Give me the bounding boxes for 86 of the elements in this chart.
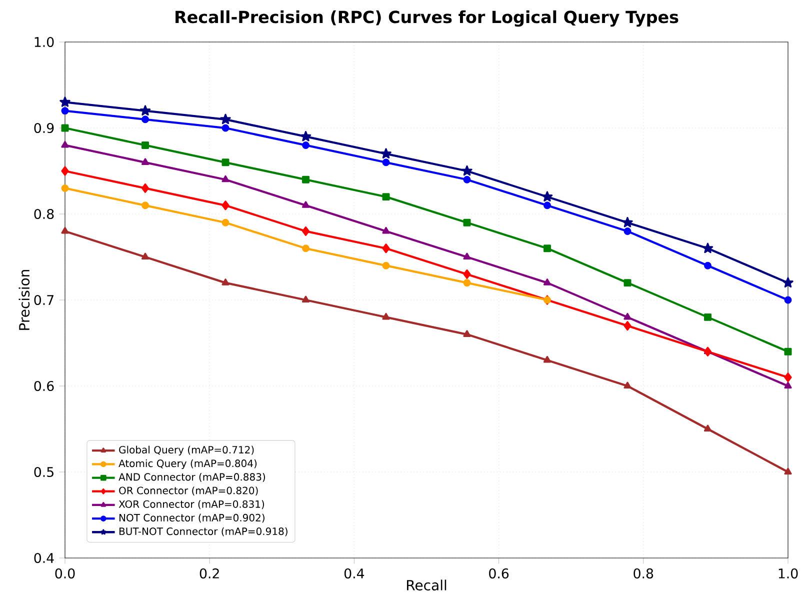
point — [142, 202, 149, 210]
point — [463, 269, 471, 280]
point — [302, 176, 310, 184]
point — [222, 175, 230, 182]
y-tick-label: 1.0 — [34, 36, 54, 48]
point — [222, 278, 230, 286]
point — [463, 252, 471, 260]
y-tick-label: 0.5 — [34, 466, 54, 478]
point — [624, 312, 632, 320]
point — [382, 262, 390, 270]
point — [624, 321, 632, 331]
x-tick-label: 1.0 — [778, 568, 798, 578]
y-tick-label: 0.7 — [34, 294, 54, 306]
point — [380, 148, 392, 158]
y-tick-label: 0.6 — [34, 380, 54, 392]
point — [141, 252, 150, 260]
point — [784, 382, 792, 389]
point — [544, 202, 551, 210]
chart-title: Recall-Precision (RPC) Curves for Logical Query Types — [176, 10, 678, 27]
point — [61, 140, 69, 148]
y-tick-label: 0.9 — [34, 122, 54, 134]
point — [382, 312, 390, 320]
point — [140, 105, 151, 116]
legend-label: AND Connector (mAP=0.883) — [118, 472, 266, 482]
point — [382, 226, 390, 234]
point — [302, 296, 310, 303]
point — [463, 218, 471, 226]
point — [142, 141, 149, 149]
point — [543, 356, 552, 363]
point — [61, 184, 69, 192]
point — [543, 278, 552, 286]
point — [61, 107, 69, 115]
point — [542, 191, 553, 202]
x-tick-label: 0.4 — [344, 568, 364, 578]
point — [624, 382, 632, 389]
legend-label: BUT-NOT Connector (mAP=0.918) — [120, 527, 288, 536]
point — [624, 279, 632, 287]
point — [782, 277, 794, 288]
point — [222, 158, 230, 166]
point — [142, 116, 149, 124]
point — [61, 166, 69, 176]
point — [784, 296, 792, 304]
y-tick-label: 0.4 — [34, 552, 54, 564]
point — [622, 217, 633, 228]
point — [463, 176, 471, 184]
point — [141, 158, 150, 165]
point — [704, 424, 712, 432]
point — [624, 227, 632, 235]
point — [60, 96, 70, 107]
point — [382, 244, 390, 254]
legend-label: Global Query (mAP=0.712) — [119, 446, 254, 456]
point — [462, 165, 472, 176]
point — [302, 244, 310, 252]
x-tick-label: 0.2 — [200, 568, 219, 578]
point — [702, 242, 714, 254]
point — [463, 330, 471, 337]
point — [382, 158, 390, 166]
point — [784, 348, 792, 356]
point — [544, 244, 551, 252]
legend-label: XOR Connector (mAP=0.831) — [118, 500, 264, 510]
legend-label: OR Connector (mAP=0.820) — [119, 486, 258, 496]
y-tick-label: 0.8 — [34, 208, 54, 220]
x-axis-title: Recall — [407, 580, 446, 590]
point — [302, 201, 310, 208]
x-tick-label: 0.6 — [489, 568, 509, 578]
x-tick-label: 0.8 — [634, 568, 654, 578]
point — [61, 226, 69, 234]
point — [704, 313, 712, 321]
y-axis-title: Precision — [18, 270, 30, 330]
point — [222, 200, 230, 210]
point — [222, 124, 230, 132]
point — [222, 218, 230, 226]
legend-label: Atomic Query (mAP=0.804) — [118, 459, 257, 470]
point — [784, 468, 792, 475]
point — [784, 372, 792, 382]
legend-label: NOT Connector (mAP=0.902) — [120, 514, 264, 523]
point — [302, 141, 310, 149]
point — [61, 124, 69, 132]
point — [141, 183, 150, 194]
point — [382, 193, 390, 201]
x-tick-label: 0.0 — [55, 568, 75, 578]
point — [704, 262, 712, 270]
point — [463, 279, 471, 287]
point — [220, 114, 231, 124]
point — [302, 226, 310, 236]
point — [300, 131, 312, 142]
